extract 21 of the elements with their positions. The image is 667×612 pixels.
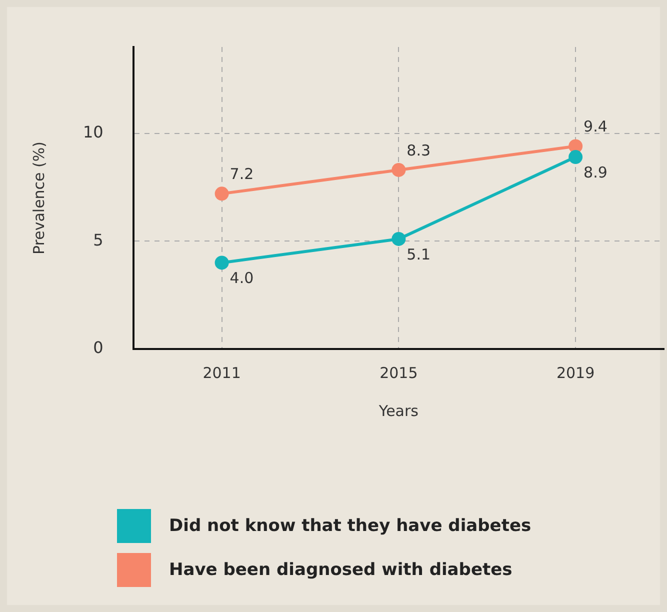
point [214,256,229,270]
x-axis-title: Years [378,402,419,420]
point [392,162,406,177]
data-label: 5.1 [406,245,431,264]
data-label: 8.9 [584,163,608,182]
y-axis-title: Prevalence (%) [30,141,48,255]
x-tick-label: 2015 [380,364,418,382]
y-tick-label: 10 [83,122,104,142]
x-tick-label: 2019 [556,364,595,382]
legend-label: Have been diagnosed with diabetes [169,560,512,580]
data-label: 8.3 [406,141,431,160]
point [568,150,583,164]
legend-label: Did not know that they have diabetes [169,516,532,536]
y-tick-label: 5 [93,230,104,250]
y-tick-label: 0 [93,338,104,358]
data-label: 9.4 [584,118,608,136]
data-label: 4.0 [230,269,254,288]
point [392,232,406,246]
point [214,186,229,201]
x-tick-label: 2011 [202,364,241,382]
data-label: 7.2 [230,165,254,184]
